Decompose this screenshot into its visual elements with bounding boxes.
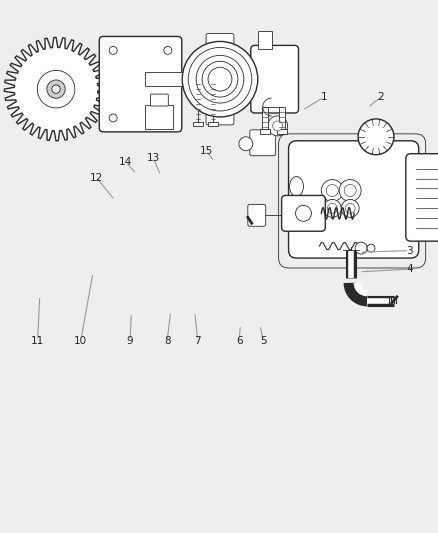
Text: 2: 2 [377, 92, 383, 102]
FancyBboxPatch shape [150, 94, 168, 106]
Polygon shape [4, 37, 107, 141]
Text: 8: 8 [163, 336, 170, 345]
Bar [257, 31, 271, 50]
FancyBboxPatch shape [281, 196, 325, 231]
Text: 10: 10 [74, 336, 87, 345]
Text: 13: 13 [146, 153, 159, 163]
Text: 11: 11 [31, 336, 44, 345]
Circle shape [196, 55, 243, 103]
Circle shape [109, 114, 117, 122]
Circle shape [47, 80, 65, 98]
FancyBboxPatch shape [205, 34, 233, 50]
Text: 14: 14 [119, 157, 132, 167]
Text: 9: 9 [127, 336, 133, 345]
Polygon shape [276, 129, 286, 134]
Circle shape [325, 184, 338, 197]
Polygon shape [208, 122, 218, 126]
Circle shape [321, 180, 343, 201]
Bar [278, 107, 284, 129]
Text: 3: 3 [405, 246, 412, 256]
Text: 15: 15 [199, 146, 212, 156]
Text: 6: 6 [235, 336, 242, 345]
Circle shape [323, 199, 340, 217]
Circle shape [344, 204, 354, 213]
FancyBboxPatch shape [205, 109, 233, 125]
Circle shape [163, 46, 171, 54]
Circle shape [343, 184, 355, 197]
Circle shape [52, 85, 60, 93]
Text: 1: 1 [320, 92, 327, 102]
Circle shape [354, 242, 366, 254]
Ellipse shape [289, 176, 303, 197]
Circle shape [188, 47, 251, 111]
Polygon shape [193, 122, 203, 126]
FancyBboxPatch shape [247, 204, 265, 226]
FancyBboxPatch shape [99, 36, 181, 132]
Circle shape [327, 204, 336, 213]
FancyBboxPatch shape [288, 141, 418, 258]
Polygon shape [259, 129, 269, 134]
Circle shape [267, 116, 287, 136]
Circle shape [357, 119, 393, 155]
Circle shape [182, 42, 257, 117]
Text: 5: 5 [259, 336, 266, 345]
Bar [145, 72, 185, 86]
Circle shape [272, 121, 282, 131]
Text: 12: 12 [90, 173, 103, 182]
Circle shape [339, 180, 360, 201]
FancyBboxPatch shape [405, 154, 438, 241]
Circle shape [340, 199, 358, 217]
Circle shape [109, 46, 117, 54]
Circle shape [295, 205, 311, 221]
Circle shape [37, 70, 74, 108]
FancyBboxPatch shape [250, 45, 298, 113]
Circle shape [238, 137, 252, 151]
Circle shape [366, 244, 374, 252]
FancyBboxPatch shape [249, 130, 275, 156]
Text: 7: 7 [194, 336, 201, 345]
Ellipse shape [289, 206, 303, 226]
Circle shape [201, 61, 237, 97]
Text: 4: 4 [405, 264, 412, 274]
Circle shape [208, 67, 231, 91]
Bar [261, 107, 267, 129]
Bar [145, 105, 173, 129]
Circle shape [163, 114, 171, 122]
